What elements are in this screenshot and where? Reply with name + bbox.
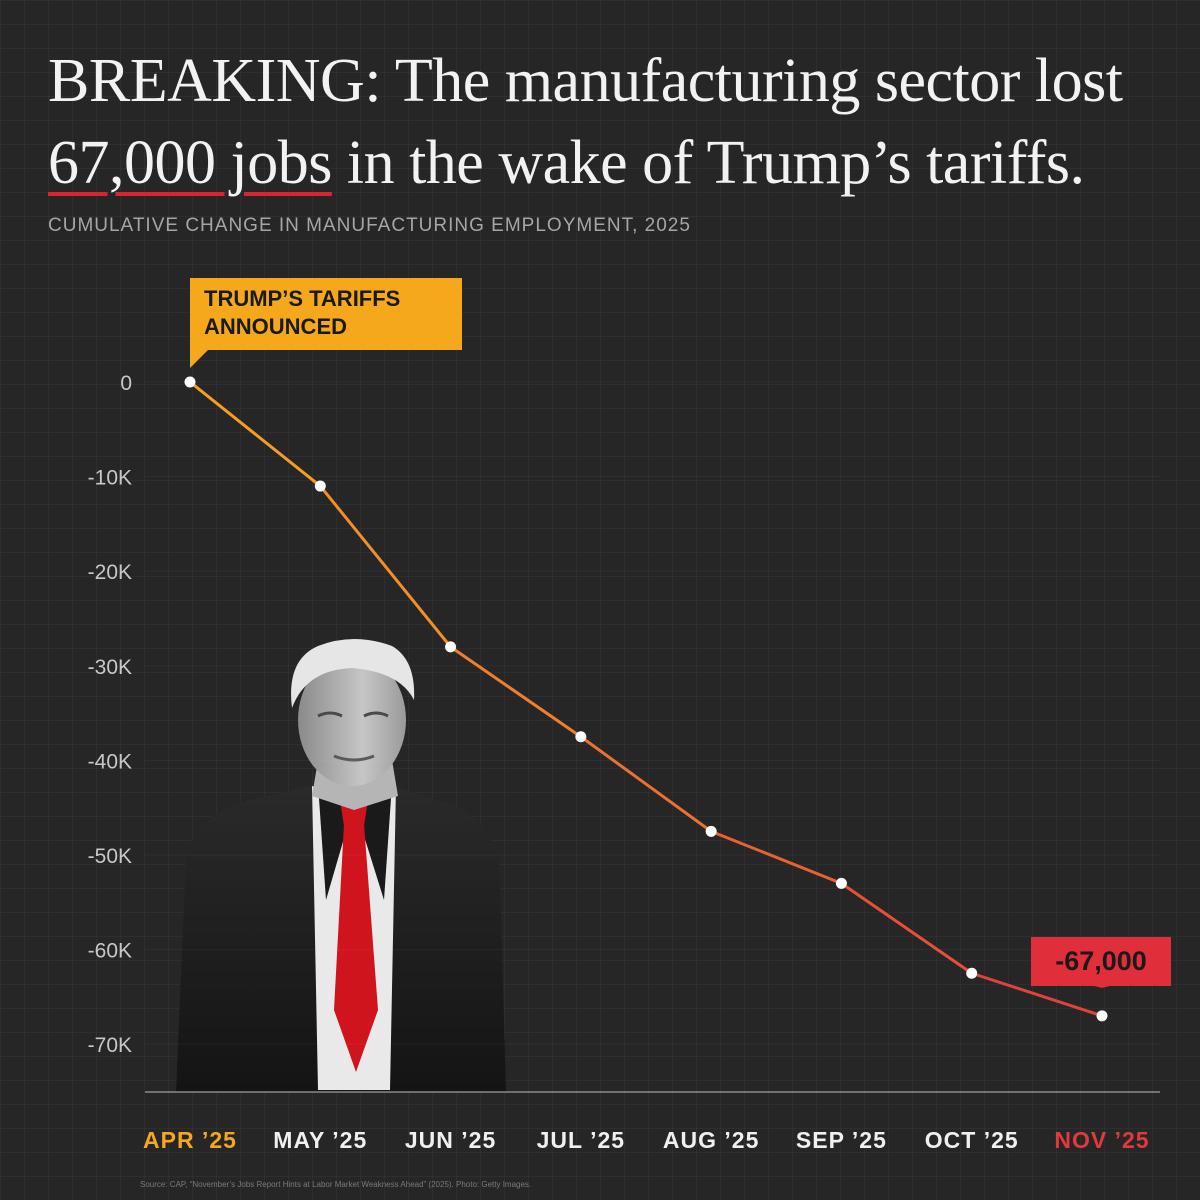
x-axis-ticks: APR ’25 MAY ’25 JUN ’25 JUL ’25 AUG ’25 SEP ’… <box>143 1127 1149 1153</box>
y-gridlines <box>145 381 1160 1045</box>
y-tick-label: -50K <box>88 845 132 868</box>
x-tick-label: JUL ’25 <box>537 1127 625 1153</box>
series-segment <box>970 971 1104 1018</box>
series-segment <box>449 645 583 739</box>
start-callout-label: TRUMP’S TARIFFS <box>204 286 400 311</box>
x-tick-label: APR ’25 <box>143 1127 237 1153</box>
x-tick-label: OCT ’25 <box>925 1127 1019 1153</box>
series-segment <box>188 380 322 488</box>
person-portrait-icon <box>176 639 506 1092</box>
y-axis-ticks: 0 -10K -20K -30K -40K -50K -60K -70K <box>88 372 132 1057</box>
x-tick-label: SEP ’25 <box>796 1127 887 1153</box>
data-point <box>184 376 196 388</box>
series-line <box>188 380 1104 1018</box>
x-tick-label: MAY ’25 <box>273 1127 367 1153</box>
data-point <box>1096 1010 1108 1022</box>
chart-subtitle: CUMULATIVE CHANGE IN MANUFACTURING EMPLO… <box>48 215 691 236</box>
series-segment <box>318 484 453 649</box>
end-callout-pointer <box>1090 985 1114 988</box>
y-tick-label: -30K <box>88 656 132 679</box>
start-callout-label: ANNOUNCED <box>204 314 347 339</box>
y-tick-label: -70K <box>88 1034 132 1057</box>
data-point <box>575 731 587 743</box>
series-segment <box>579 735 713 833</box>
headline-lead: BREAKING: The manufacturing sector lost <box>48 47 1123 115</box>
source-note: Source: CAP, “November’s Jobs Report Hin… <box>140 1180 532 1189</box>
y-tick-label: -20K <box>88 561 132 584</box>
data-point <box>966 967 978 979</box>
callouts: TRUMP’S TARIFFS ANNOUNCED -67,000 <box>190 278 1171 988</box>
x-tick-label: JUN ’25 <box>405 1127 496 1153</box>
x-tick-label: AUG ’25 <box>663 1127 759 1153</box>
y-tick-label: -40K <box>88 750 132 773</box>
y-tick-label: 0 <box>120 372 132 395</box>
series-segment <box>839 881 974 975</box>
series-segment <box>709 829 843 885</box>
y-tick-label: -60K <box>88 940 132 963</box>
data-point <box>314 480 326 492</box>
headline: BREAKING: The manufacturing sector lost … <box>48 40 1158 204</box>
x-tick-label: NOV ’25 <box>1054 1127 1149 1153</box>
end-callout-box <box>1031 937 1171 986</box>
data-point <box>445 641 457 653</box>
y-tick-label: -10K <box>88 467 132 490</box>
data-point <box>835 877 847 889</box>
headline-tail: in the wake of Trump’s tariffs. <box>331 129 1085 197</box>
data-point <box>705 825 717 837</box>
series-points <box>184 376 1108 1022</box>
start-callout-box <box>190 278 462 350</box>
end-callout-label: -67,000 <box>1055 946 1147 976</box>
headline-highlight: 67,000 jobs <box>48 129 332 197</box>
